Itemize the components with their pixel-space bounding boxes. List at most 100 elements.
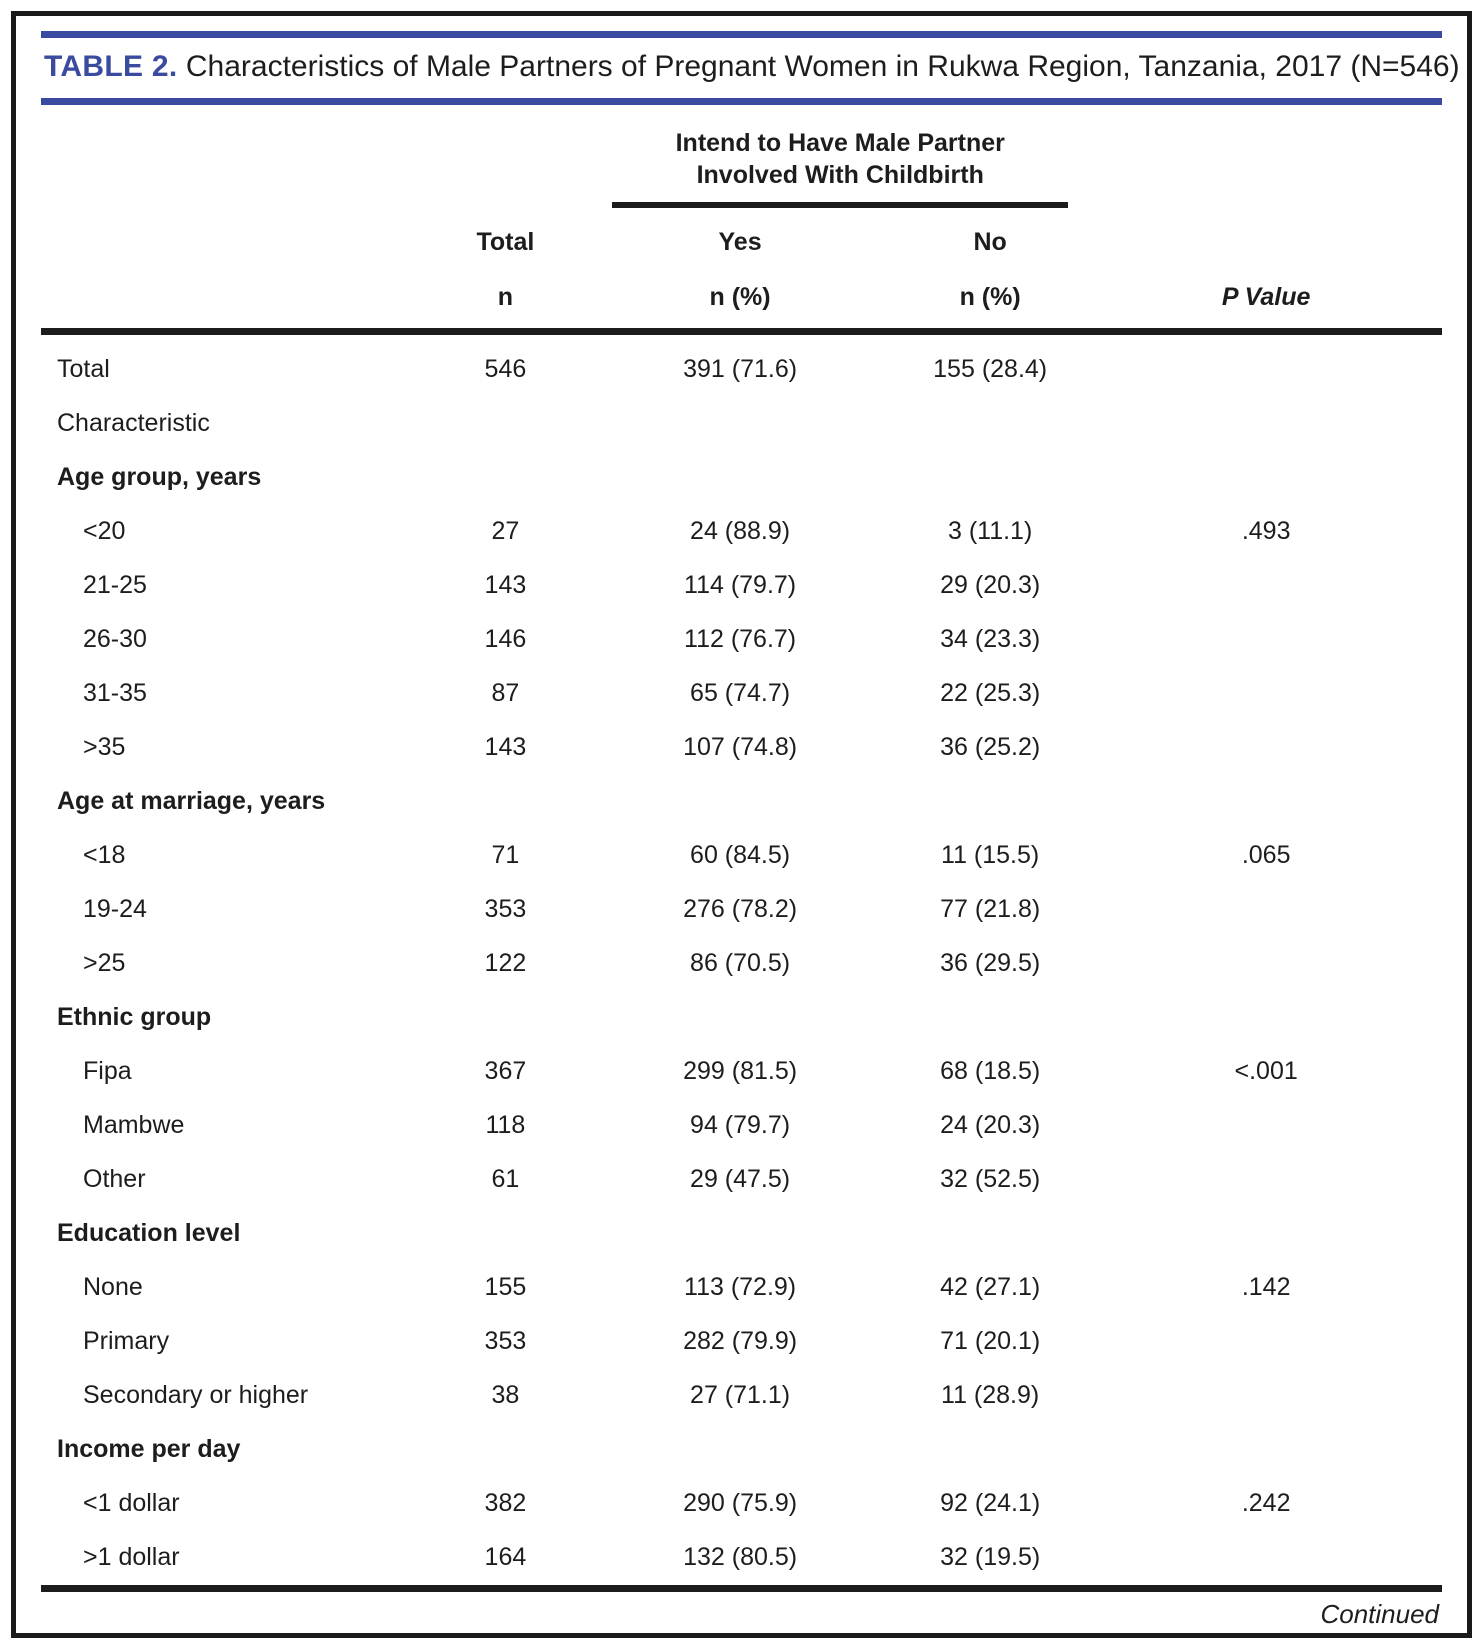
total-cell: 87	[491, 679, 520, 707]
spanner-cell: Intend to Have Male Partner Involved Wit…	[590, 105, 1090, 208]
spanner-row: Intend to Have Male Partner Involved Wit…	[41, 105, 1442, 208]
yes-cell: 24 (88.9)	[690, 517, 791, 545]
row-label: >35	[83, 733, 126, 761]
p-cell	[1090, 451, 1442, 505]
p-cell	[1090, 1369, 1442, 1423]
yes-cell: 113 (72.9)	[684, 1273, 797, 1301]
no-cell: 32 (19.5)	[889, 1530, 1091, 1592]
table-title: TABLE 2. Characteristics of Male Partner…	[41, 38, 1460, 98]
no-cell: 36 (25.2)	[940, 733, 1041, 761]
total-cell: 27	[491, 517, 520, 545]
no-cell: 11 (28.9)	[941, 1381, 1040, 1409]
spanner-spacer	[421, 105, 591, 208]
no-cell: 22 (25.3)	[940, 679, 1041, 707]
header-total: Total	[476, 227, 535, 256]
total-cell: 143	[484, 733, 527, 761]
row-label: 31-35	[83, 679, 147, 707]
column-header-row: Total Yes No	[41, 208, 1442, 257]
no-cell	[890, 397, 1090, 451]
no-cell: 34 (23.3)	[940, 625, 1041, 653]
p-cell: .493	[1241, 517, 1291, 545]
yes-cell: 65 (74.7)	[690, 679, 791, 707]
row-label: <1 dollar	[83, 1489, 180, 1517]
table-row: 21-25 143 114 (79.7) 29 (20.3)	[41, 559, 1442, 613]
p-cell	[1090, 775, 1442, 829]
table-row: Ethnic group	[41, 991, 1442, 1045]
p-cell	[1090, 1099, 1442, 1153]
yes-cell: 29 (47.5)	[690, 1165, 791, 1193]
row-label: 19-24	[83, 895, 147, 923]
row-label: Ethnic group	[57, 1003, 212, 1031]
no-cell	[890, 1423, 1090, 1477]
row-label: Fipa	[83, 1057, 132, 1085]
spanner-rule	[612, 201, 1069, 208]
no-cell: 155 (28.4)	[933, 355, 1048, 383]
p-cell	[1090, 613, 1442, 667]
continued-note: Continued	[1320, 1598, 1439, 1629]
p-cell	[1090, 667, 1442, 721]
spanner-spacer	[1090, 105, 1442, 208]
total-cell	[421, 1207, 591, 1261]
p-cell	[1090, 883, 1442, 937]
p-cell: <.001	[1234, 1057, 1298, 1085]
yes-cell: 276 (78.2)	[683, 895, 798, 923]
row-label: >1 dollar	[41, 1530, 421, 1592]
total-cell: 367	[484, 1057, 527, 1085]
row-label: Age group, years	[57, 463, 262, 491]
no-cell: 92 (24.1)	[940, 1489, 1041, 1517]
total-cell: 382	[484, 1489, 527, 1517]
header-spacer	[1090, 208, 1442, 257]
p-cell	[1090, 559, 1442, 613]
no-cell: 36 (29.5)	[940, 949, 1041, 977]
total-cell: 155	[484, 1273, 527, 1301]
no-cell: 3 (11.1)	[947, 517, 1033, 545]
table-row: Age at marriage, years	[41, 775, 1442, 829]
row-label: None	[83, 1273, 143, 1301]
characteristics-table: Intend to Have Male Partner Involved Wit…	[41, 105, 1442, 1592]
row-label: 26-30	[83, 625, 147, 653]
no-cell: 68 (18.5)	[940, 1057, 1041, 1085]
row-label: Characteristic	[57, 409, 210, 437]
table-number-label: TABLE 2.	[44, 50, 178, 83]
total-cell: 546	[484, 355, 527, 383]
no-cell	[890, 991, 1090, 1045]
table-body: Total 546 391 (71.6) 155 (28.4) Characte…	[41, 331, 1442, 1592]
total-cell: 143	[484, 571, 527, 599]
no-cell	[890, 775, 1090, 829]
table-row: >35 143 107 (74.8) 36 (25.2)	[41, 721, 1442, 775]
total-cell	[421, 991, 591, 1045]
yes-cell: 391 (71.6)	[683, 355, 798, 383]
total-cell: 38	[491, 1381, 520, 1409]
p-cell	[1090, 721, 1442, 775]
table-row: <20 27 24 (88.9) 3 (11.1) .493	[41, 505, 1442, 559]
total-cell: 118	[485, 1111, 526, 1139]
table-row: None 155 113 (72.9) 42 (27.1) .142	[41, 1261, 1442, 1315]
yes-cell: 27 (71.1)	[690, 1381, 791, 1409]
p-cell	[1090, 991, 1442, 1045]
yes-cell: 282 (79.9)	[683, 1327, 798, 1355]
table-row: <1 dollar 382 290 (75.9) 92 (24.1) .242	[41, 1477, 1442, 1531]
table-row: <18 71 60 (84.5) 11 (15.5) .065	[41, 829, 1442, 883]
p-cell	[1090, 1315, 1442, 1369]
no-cell: 71 (20.1)	[940, 1327, 1041, 1355]
table-row: >1 dollar 164 132 (80.5) 32 (19.5)	[41, 1530, 1442, 1592]
row-label: Age at marriage, years	[57, 787, 326, 815]
table-header: Intend to Have Male Partner Involved Wit…	[41, 105, 1442, 335]
total-cell: 146	[484, 625, 527, 653]
row-label: Mambwe	[83, 1111, 185, 1139]
table-row: Mambwe 118 94 (79.7) 24 (20.3)	[41, 1099, 1442, 1153]
total-cell	[421, 1423, 591, 1477]
table-row: Fipa 367 299 (81.5) 68 (18.5) <.001	[41, 1045, 1442, 1099]
yes-cell: 107 (74.8)	[683, 733, 798, 761]
no-cell: 29 (20.3)	[940, 571, 1041, 599]
row-label: <18	[83, 841, 126, 869]
p-cell	[1090, 397, 1442, 451]
p-cell	[1090, 1530, 1442, 1592]
total-cell: 353	[484, 895, 527, 923]
total-cell	[421, 775, 591, 829]
row-label: Other	[83, 1165, 146, 1193]
p-cell	[1090, 331, 1442, 397]
total-cell	[421, 451, 591, 505]
total-cell: 71	[491, 841, 520, 869]
